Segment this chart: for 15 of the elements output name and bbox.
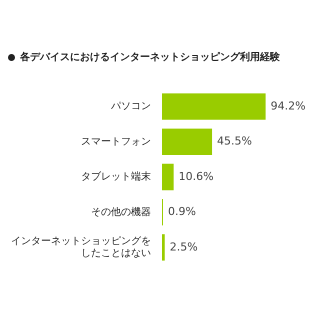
data-label: 45.5%	[217, 134, 252, 148]
data-label: 2.5%	[170, 240, 198, 254]
bar	[162, 93, 266, 120]
y-tick-label: タブレット端末	[81, 170, 151, 183]
bar	[162, 164, 174, 190]
y-tick-label: スマートフォン	[81, 136, 151, 148]
bar	[162, 234, 165, 261]
chart-title: 各デバイスにおけるインターネットショッピング利用経験	[20, 50, 280, 64]
data-label: 94.2%	[270, 99, 306, 112]
y-tick-label: その他の機器	[91, 206, 151, 218]
data-label: 0.9%	[168, 205, 196, 218]
data-label: 10.6%	[178, 170, 214, 183]
y-tick-label: インターネットショッピングをしたことはない	[11, 236, 151, 259]
bar	[162, 128, 212, 155]
y-tick-label: パソコン	[110, 101, 151, 112]
